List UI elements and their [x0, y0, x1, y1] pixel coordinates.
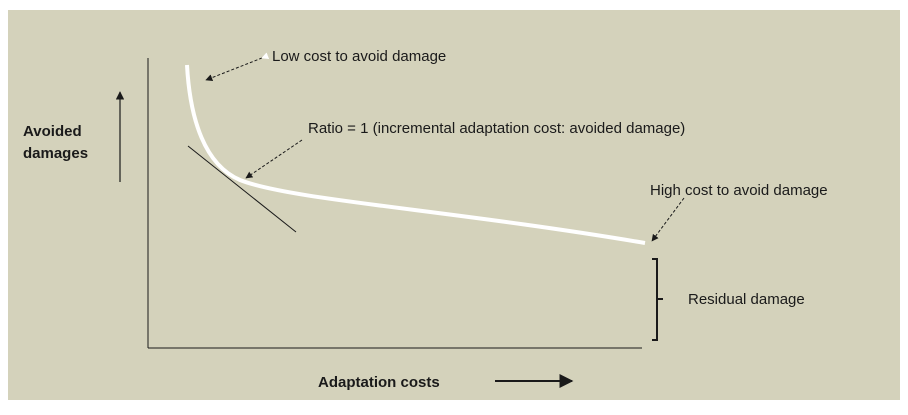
y-axis-label: damages [23, 145, 88, 162]
annotation: High cost to avoid damage [650, 182, 828, 199]
cost-curve [185, 64, 646, 245]
pointer-ratio [245, 139, 303, 179]
panel [8, 10, 900, 400]
pointer-low [205, 52, 270, 81]
pointer-high [651, 197, 685, 242]
tangent-line [187, 145, 297, 233]
y-axis-label: Avoided [23, 123, 82, 140]
residual-bracket [652, 258, 663, 341]
annotation: Residual damage [688, 291, 805, 308]
x-axis-label: Adaptation costs [318, 374, 440, 391]
annotation: Ratio = 1 (incremental adaptation cost: … [308, 120, 685, 137]
annotation: Low cost to avoid damage [272, 48, 446, 65]
